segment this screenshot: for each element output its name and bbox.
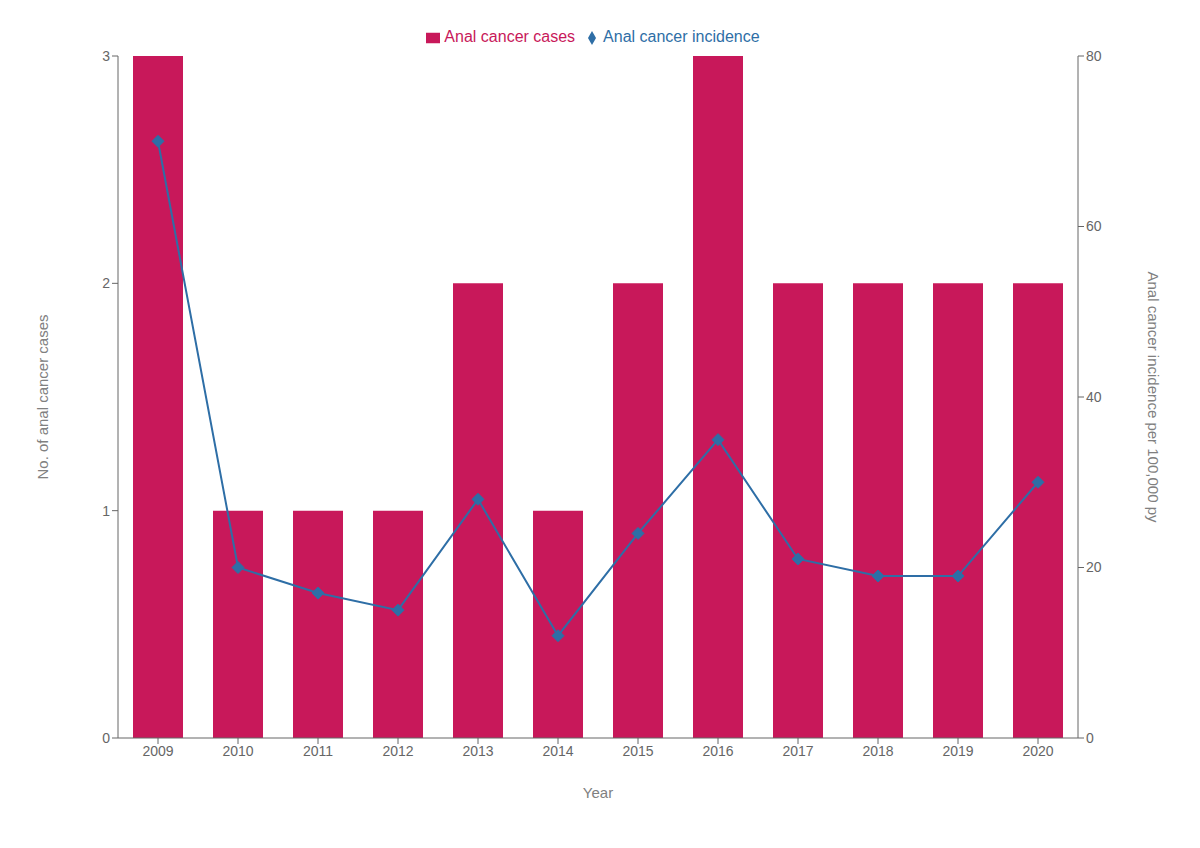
svg-text:2016: 2016: [702, 743, 733, 759]
svg-text:2013: 2013: [462, 743, 493, 759]
svg-text:2020: 2020: [1022, 743, 1053, 759]
svg-text:3: 3: [102, 48, 110, 64]
svg-text:40: 40: [1086, 389, 1102, 405]
svg-text:2009: 2009: [142, 743, 173, 759]
svg-text:2012: 2012: [382, 743, 413, 759]
html-text:Anal cancer incidence: Anal cancer incidence: [603, 28, 760, 45]
svg-text:1: 1: [102, 503, 110, 519]
svg-text:2015: 2015: [622, 743, 653, 759]
svg-text:Anal cancer incidence per 100,: Anal cancer incidence per 100,000 py: [1145, 271, 1162, 523]
svg-text:80: 80: [1086, 48, 1102, 64]
svg-text:20: 20: [1086, 559, 1102, 575]
html-text:Anal cancer cases: Anal cancer cases: [444, 28, 576, 45]
svg-text:2019: 2019: [942, 743, 973, 759]
svg-text:0: 0: [1086, 730, 1094, 746]
svg-text:2014: 2014: [542, 743, 573, 759]
svg-text:2017: 2017: [782, 743, 813, 759]
svg-text:2011: 2011: [303, 743, 333, 759]
svg-text:Year: Year: [583, 784, 613, 801]
svg-text:2: 2: [102, 275, 110, 291]
svg-text:60: 60: [1086, 218, 1102, 234]
svg-text:No. of anal cancer cases: No. of anal cancer cases: [34, 314, 51, 479]
svg-text:2010: 2010: [222, 743, 253, 759]
svg-text:2018: 2018: [862, 743, 893, 759]
svg-text:0: 0: [102, 730, 110, 746]
